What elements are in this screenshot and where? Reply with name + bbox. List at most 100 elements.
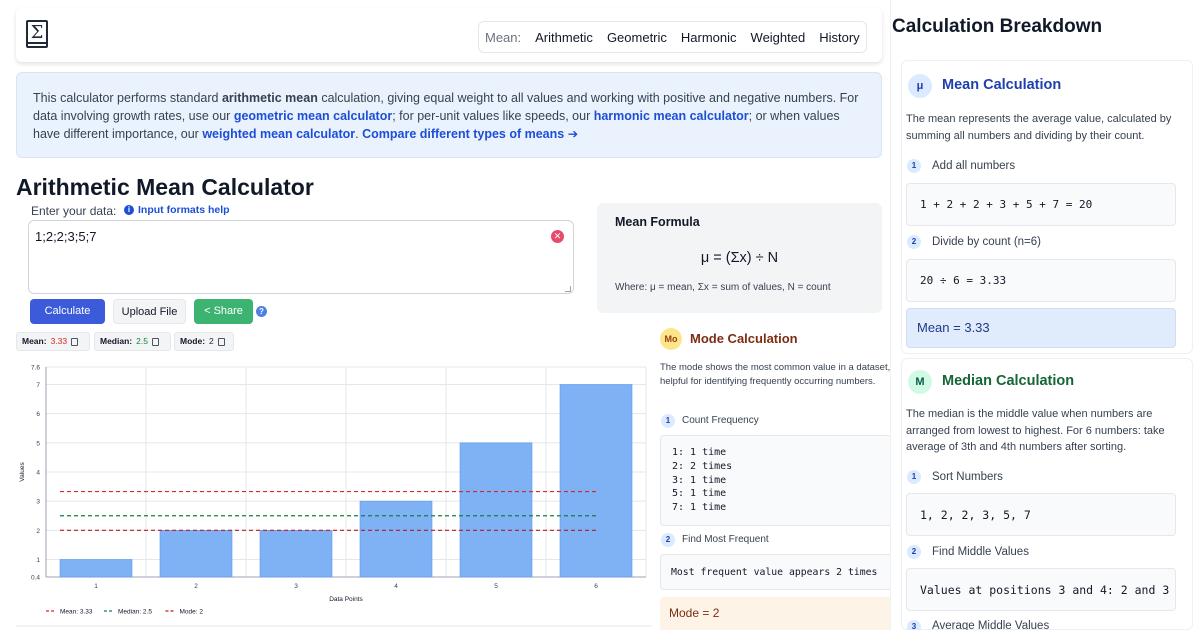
legend-entry: Mode: 2	[180, 609, 204, 616]
frequency-box: 1: 1 time 2: 2 times 3: 1 time 5: 1 time…	[660, 435, 893, 526]
x-axis-label: Data Points	[329, 596, 363, 603]
mode-stat-badge: Mode: 2	[174, 332, 234, 351]
middle-values-box: Values at positions 3 and 4: 2 and 3	[906, 568, 1176, 611]
banner-text: .	[355, 127, 363, 141]
sorted-box: 1, 2, 2, 3, 5, 7	[906, 493, 1176, 536]
step-label: Add all numbers	[932, 160, 1016, 172]
y-tick-label: 2	[36, 528, 40, 535]
nav-item-history[interactable]: History	[819, 29, 860, 45]
banner-text: ; or when values have different importan…	[33, 109, 840, 141]
bar	[359, 500, 433, 578]
nav-item-weighted[interactable]: Weighted	[750, 29, 806, 45]
info-icon: i	[124, 205, 134, 215]
sidebar-title: Calculation Breakdown	[892, 16, 1103, 37]
copy-icon[interactable]	[151, 337, 159, 346]
nav-item-geometric[interactable]: Geometric	[606, 29, 667, 45]
geometric-mean-link[interactable]: geometric mean calculator	[233, 109, 393, 123]
bar	[159, 530, 233, 578]
most-frequent-box: Most frequent value appears 2 times	[660, 554, 893, 590]
nav-item-harmonic[interactable]: Harmonic	[680, 29, 737, 45]
upload-file-button[interactable]: Upload File	[113, 299, 186, 324]
help-link-text: Input formats help	[138, 204, 230, 216]
formula-where: Where: μ = mean, Σx = sum of values, N =…	[615, 282, 831, 293]
x-tick-label: 1	[94, 583, 98, 590]
division-box: 20 ÷ 6 = 3.33	[906, 259, 1176, 302]
mode-result: Mode = 2	[660, 597, 893, 630]
median-card-title: Median Calculation	[942, 373, 1075, 389]
mean-type-nav: Mean: Arithmetic Geometric Harmonic Weig…	[478, 21, 867, 53]
mean-calculation-card: μ Mean Calculation The mean represents t…	[901, 60, 1193, 354]
mean-badge-icon: μ	[908, 74, 932, 98]
copy-icon[interactable]	[71, 337, 79, 346]
stat-value: 2.5	[136, 336, 148, 346]
stat-value: 3.33	[50, 336, 68, 346]
step-number: 2	[661, 533, 675, 547]
data-input[interactable]: 1;2;2;3;5;7	[28, 220, 574, 294]
nav-label: Mean:	[485, 29, 522, 45]
resize-handle-icon[interactable]	[565, 286, 571, 292]
input-formats-help-link[interactable]: i Input formats help	[124, 204, 230, 216]
banner-text: ; for per-unit values like speeds, our	[392, 109, 594, 123]
legend-entry: Mean: 3.33	[60, 609, 93, 616]
x-tick-label: 3	[294, 583, 298, 590]
step-label: Count Frequency	[682, 415, 759, 426]
step-number: 1	[907, 470, 921, 484]
step-number: 3	[907, 620, 921, 630]
y-tick-label: 3	[36, 499, 40, 506]
step-number: 1	[661, 414, 675, 428]
calculation-breakdown-sidebar: Calculation Breakdown μ Mean Calculation…	[890, 0, 1200, 630]
formula-title: Mean Formula	[615, 215, 700, 229]
y-tick-label: 1	[36, 557, 40, 564]
mode-description: The mode shows the most common value in …	[660, 362, 891, 387]
nav-item-arithmetic[interactable]: Arithmetic	[535, 29, 593, 45]
mode-calculation-panel: Mo Mode Calculation The mode shows the m…	[652, 320, 894, 630]
stat-label: Median:	[100, 336, 133, 346]
mode-title: Mode Calculation	[690, 331, 798, 346]
step-label: Find Most Frequent	[682, 534, 769, 545]
stat-value: 2	[209, 336, 214, 346]
step-label: Find Middle Values	[932, 546, 1029, 558]
share-button[interactable]: < Share	[194, 299, 253, 324]
y-axis-label: Values	[19, 462, 26, 482]
step-label: Average Middle Values	[932, 620, 1050, 630]
mean-card-description: The mean represents the average value, c…	[906, 113, 1172, 142]
bar-chart: 0.4 1 2 3 4 5 6 7 7.6 1 2 3 4 5 6 Data Points Values Mean…	[16, 358, 656, 630]
y-tick-label: 0.4	[31, 575, 40, 582]
legend-entry: Median: 2.5	[118, 609, 152, 616]
banner-bold: arithmetic mean	[221, 91, 318, 105]
clear-input-icon[interactable]: ✕	[551, 230, 564, 243]
step-label: Divide by count (n=6)	[932, 236, 1041, 248]
page-title: Arithmetic Mean Calculator	[16, 174, 314, 200]
step-label: Sort Numbers	[932, 471, 1003, 483]
weighted-mean-link[interactable]: weighted mean calculator	[202, 127, 356, 141]
share-label: Share	[213, 305, 243, 317]
banner-text: calculation, giving equal weight to all …	[33, 91, 859, 123]
y-tick-label: 4	[36, 470, 40, 477]
help-question-icon[interactable]: ?	[256, 306, 267, 317]
bar	[559, 384, 633, 578]
compare-means-link[interactable]: Compare different types of means ➔	[362, 127, 579, 141]
bar	[259, 530, 333, 578]
bar	[459, 442, 533, 578]
median-calculation-card: M Median Calculation The median is the m…	[901, 358, 1193, 630]
share-icon: <	[204, 305, 214, 317]
x-tick-label: 6	[594, 583, 598, 590]
formula-equation: μ = (Σx) ÷ N	[700, 250, 779, 266]
sum-box: 1 + 2 + 2 + 3 + 5 + 7 = 20	[906, 183, 1176, 226]
x-tick-label: 2	[194, 583, 198, 590]
calculate-button[interactable]: Calculate	[30, 299, 105, 324]
step-number: 2	[907, 235, 921, 249]
y-tick-label: 7.6	[31, 365, 40, 372]
chart-svg: 0.4 1 2 3 4 5 6 7 7.6 1 2 3 4 5 6 Data Points Values Mean…	[16, 365, 656, 627]
harmonic-mean-link[interactable]: harmonic mean calculator	[593, 109, 749, 123]
median-stat-badge: Median: 2.5	[94, 332, 171, 351]
stat-label: Mode:	[180, 336, 206, 346]
top-header: Σ Mean: Arithmetic Geometric Harmonic We…	[16, 8, 882, 62]
mean-result: Mean = 3.33	[906, 308, 1176, 348]
copy-icon[interactable]	[217, 337, 225, 346]
mean-formula-card: Mean Formula μ = (Σx) ÷ N Where: μ = mea…	[597, 203, 882, 313]
banner-text: This calculator performs standard	[33, 91, 222, 105]
y-tick-label: 5	[36, 440, 40, 447]
sigma-logo-icon[interactable]: Σ	[26, 20, 48, 48]
mean-card-title: Mean Calculation	[942, 77, 1062, 93]
